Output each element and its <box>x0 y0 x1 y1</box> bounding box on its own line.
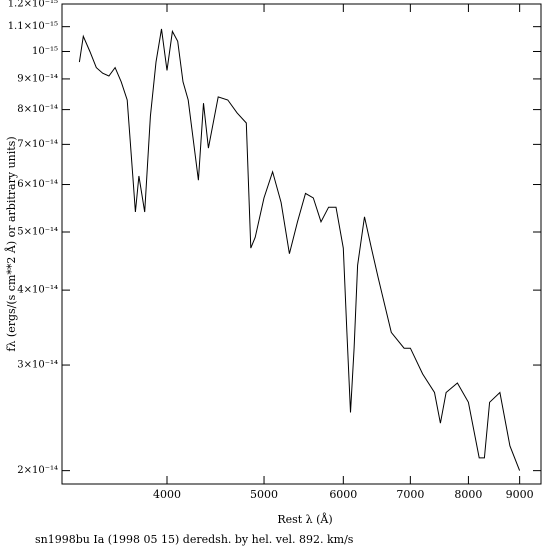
plot-frame <box>61 3 542 485</box>
x-tick-label: 6000 <box>329 488 357 501</box>
y-tick-label: 9×10⁻¹⁴ <box>17 73 58 84</box>
y-tick-label: 3×10⁻¹⁴ <box>17 360 58 371</box>
spectrum-line <box>78 28 521 471</box>
y-tick-label: 7×10⁻¹⁴ <box>17 139 58 150</box>
y-tick-label: 4×10⁻¹⁴ <box>17 285 58 296</box>
x-tick-label: 8000 <box>454 488 482 501</box>
caption: sn1998bu Ia (1998 05 15) deredsh. by hel… <box>35 533 354 546</box>
x-tick-label: 9000 <box>506 488 534 501</box>
y-axis-label: fλ (ergs/(s cm**2 Å) or arbitrary units) <box>4 136 18 351</box>
y-tick-label: 5×10⁻¹⁴ <box>17 227 58 238</box>
y-tick-label: 10⁻¹⁵ <box>32 46 58 57</box>
x-tick-label: 5000 <box>250 488 278 501</box>
y-tick-label: 1.1×10⁻¹⁵ <box>8 21 58 32</box>
y-tick-label: 1.2×10⁻¹⁵ <box>8 0 58 10</box>
x-tick-label: 7000 <box>396 488 424 501</box>
y-tick-label: 2×10⁻¹⁴ <box>17 465 58 476</box>
y-tick-label: 6×10⁻¹⁴ <box>17 179 58 190</box>
x-axis-label: Rest λ (Å) <box>277 512 332 526</box>
x-tick-label: 4000 <box>153 488 181 501</box>
y-tick-label: 8×10⁻¹⁴ <box>17 104 58 115</box>
